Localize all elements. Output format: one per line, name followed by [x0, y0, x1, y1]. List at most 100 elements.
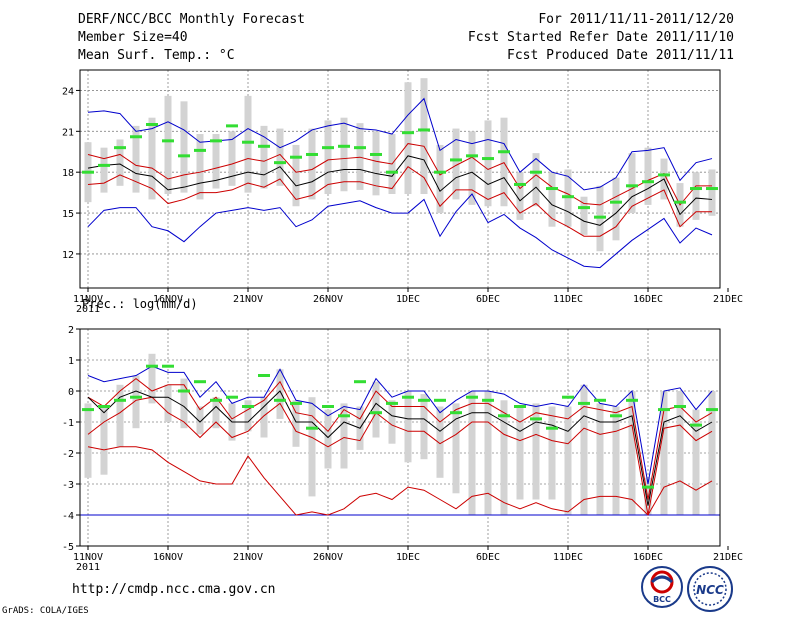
prec-median-day-17 [338, 414, 350, 418]
prec-spread-bar-day-22 [420, 394, 428, 460]
temp-median-day-35 [626, 184, 638, 188]
temp-median-day-31 [562, 195, 574, 199]
prec-median-day-31 [562, 395, 574, 399]
temp-xtick-label: 11DEC [553, 294, 583, 305]
prec-median-day-21 [402, 395, 414, 399]
temp-median-day-3 [114, 146, 126, 150]
prec-ytick-label: 2 [68, 325, 74, 336]
prec-spread-bar-day-32 [580, 384, 588, 515]
temp-ytick-label: 24 [62, 86, 74, 97]
prec-median-day-3 [114, 398, 126, 402]
temp-frame [79, 69, 721, 289]
source-url[interactable]: http://cmdp.ncc.cma.gov.cn [72, 582, 276, 597]
temp-spread-bar-day-14 [292, 144, 300, 207]
prec-median-day-13 [274, 398, 286, 402]
prec-spread-bar-day-27 [500, 400, 508, 515]
temp-spread-bar-day-39 [692, 172, 700, 220]
prec-median-day-16 [322, 405, 334, 408]
prec-median-day-20 [386, 401, 398, 405]
temp-median-day-6 [162, 139, 174, 143]
temp-median-day-26 [482, 157, 494, 161]
prec-median-day-29 [530, 417, 542, 421]
prec-median-day-28 [514, 405, 526, 408]
prec-median-day-27 [498, 414, 510, 418]
prec-ytick-label: 1 [68, 356, 74, 367]
prec-median-day-2 [98, 405, 110, 408]
temp-spread-bar-day-17 [340, 117, 348, 192]
variable-label-precipitation: Prec.: log(mm/d) [82, 297, 198, 311]
temp-median-day-33 [594, 215, 606, 219]
temp-ytick-label: 15 [62, 209, 74, 220]
temp-xtick-label: 11NOV [73, 294, 103, 305]
prec-spread-bar-day-11 [244, 400, 252, 432]
prec-spread-bar-day-26 [484, 391, 492, 515]
temp-xtick-label: 16DEC [633, 294, 663, 305]
fcst-started-date: Fcst Started Refer Date 2011/11/10 [467, 30, 734, 45]
temp-spread-bar-day-25 [468, 131, 476, 205]
temp-spread-bar-day-16 [324, 120, 332, 194]
prec-spread-bar-day-37 [660, 391, 668, 515]
chart-title: DERF/NCC/BCC Monthly Forecast [78, 12, 305, 27]
precipitation-panel: -5 -4 -3 -2 -1 0 1 2 11NOV 16NOV 21NOV 26NOV 1DEC 6DE… [62, 325, 743, 573]
prec-spread-bar-day-4 [132, 375, 140, 429]
prec-xtick-label: 16DEC [633, 552, 663, 563]
temp-spread-bar-day-11 [244, 95, 252, 193]
temp-median-day-1 [82, 170, 94, 174]
prec-spread-bar-day-24 [452, 403, 460, 494]
prec-spread-bar-day-8 [196, 406, 204, 435]
prec-ytick-label: -4 [62, 511, 74, 522]
temp-spread-bar-day-5 [148, 117, 156, 200]
prec-median-day-14 [290, 401, 302, 405]
temp-median-day-40 [706, 187, 718, 191]
prec-spread-bar-day-3 [116, 384, 124, 447]
temp-median-day-24 [450, 158, 462, 162]
temp-spread-bar-day-23 [436, 144, 444, 214]
prec-spread-bar-day-40 [708, 391, 716, 515]
temp-median-day-11 [242, 140, 254, 144]
temp-spread-bar-day-6 [164, 95, 172, 194]
prec-spread-bar-day-31 [564, 406, 572, 515]
temp-spread-bar-day-18 [356, 123, 364, 190]
prec-spread-bar-day-35 [628, 391, 636, 515]
forecast-period: For 2011/11/11-2011/12/20 [538, 12, 734, 27]
temp-median-day-12 [258, 144, 270, 148]
prec-median-day-23 [434, 398, 446, 402]
prec-spread-bar-day-12 [260, 397, 268, 438]
prec-spread-bar-day-6 [164, 384, 172, 422]
prec-ytick-label: 0 [68, 387, 74, 398]
temp-spread-bar-day-4 [132, 125, 140, 193]
prec-spread-bar-day-14 [292, 400, 300, 447]
temp-spread-bar-day-8 [196, 134, 204, 200]
temp-median-day-18 [354, 146, 366, 150]
temp-spread-bar-day-7 [180, 101, 188, 193]
temp-median-day-10 [226, 124, 238, 128]
temp-spread-bar-day-29 [532, 153, 540, 207]
prec-year-label: 2011 [76, 562, 100, 573]
prec-median-day-32 [578, 401, 590, 405]
temp-xtick-label: 6DEC [476, 294, 500, 305]
temp-spread-bar-day-27 [500, 117, 508, 207]
temp-median-day-21 [402, 131, 414, 135]
temp-spread-bar-day-24 [452, 128, 460, 200]
prec-min-line [87, 446, 713, 516]
grads-credit: GrADS: COLA/IGES [2, 606, 89, 616]
temp-mean-line [87, 155, 713, 226]
prec-median-day-34 [610, 414, 622, 418]
temp-median-day-20 [386, 170, 398, 174]
temp-spread-bar-day-15 [308, 128, 316, 200]
prec-median-day-19 [370, 411, 382, 415]
prec-spread-bar-day-36 [644, 477, 652, 515]
temp-median-day-7 [178, 154, 190, 158]
prec-spread-bar-day-33 [596, 403, 604, 515]
prec-median-day-26 [482, 398, 494, 402]
temp-upper-line [87, 143, 712, 206]
prec-spread-bar-day-5 [148, 353, 156, 404]
prec-spread-bar-day-1 [84, 403, 92, 478]
prec-xtick-label: 16NOV [153, 552, 183, 563]
temp-lower-line [87, 166, 712, 237]
temp-median-day-38 [674, 200, 686, 204]
temp-ytick-label: 21 [62, 127, 74, 138]
temp-spread-bar-day-36 [644, 147, 652, 205]
member-size: Member Size=40 [78, 30, 188, 45]
prec-xtick-label: 6DEC [476, 552, 500, 563]
